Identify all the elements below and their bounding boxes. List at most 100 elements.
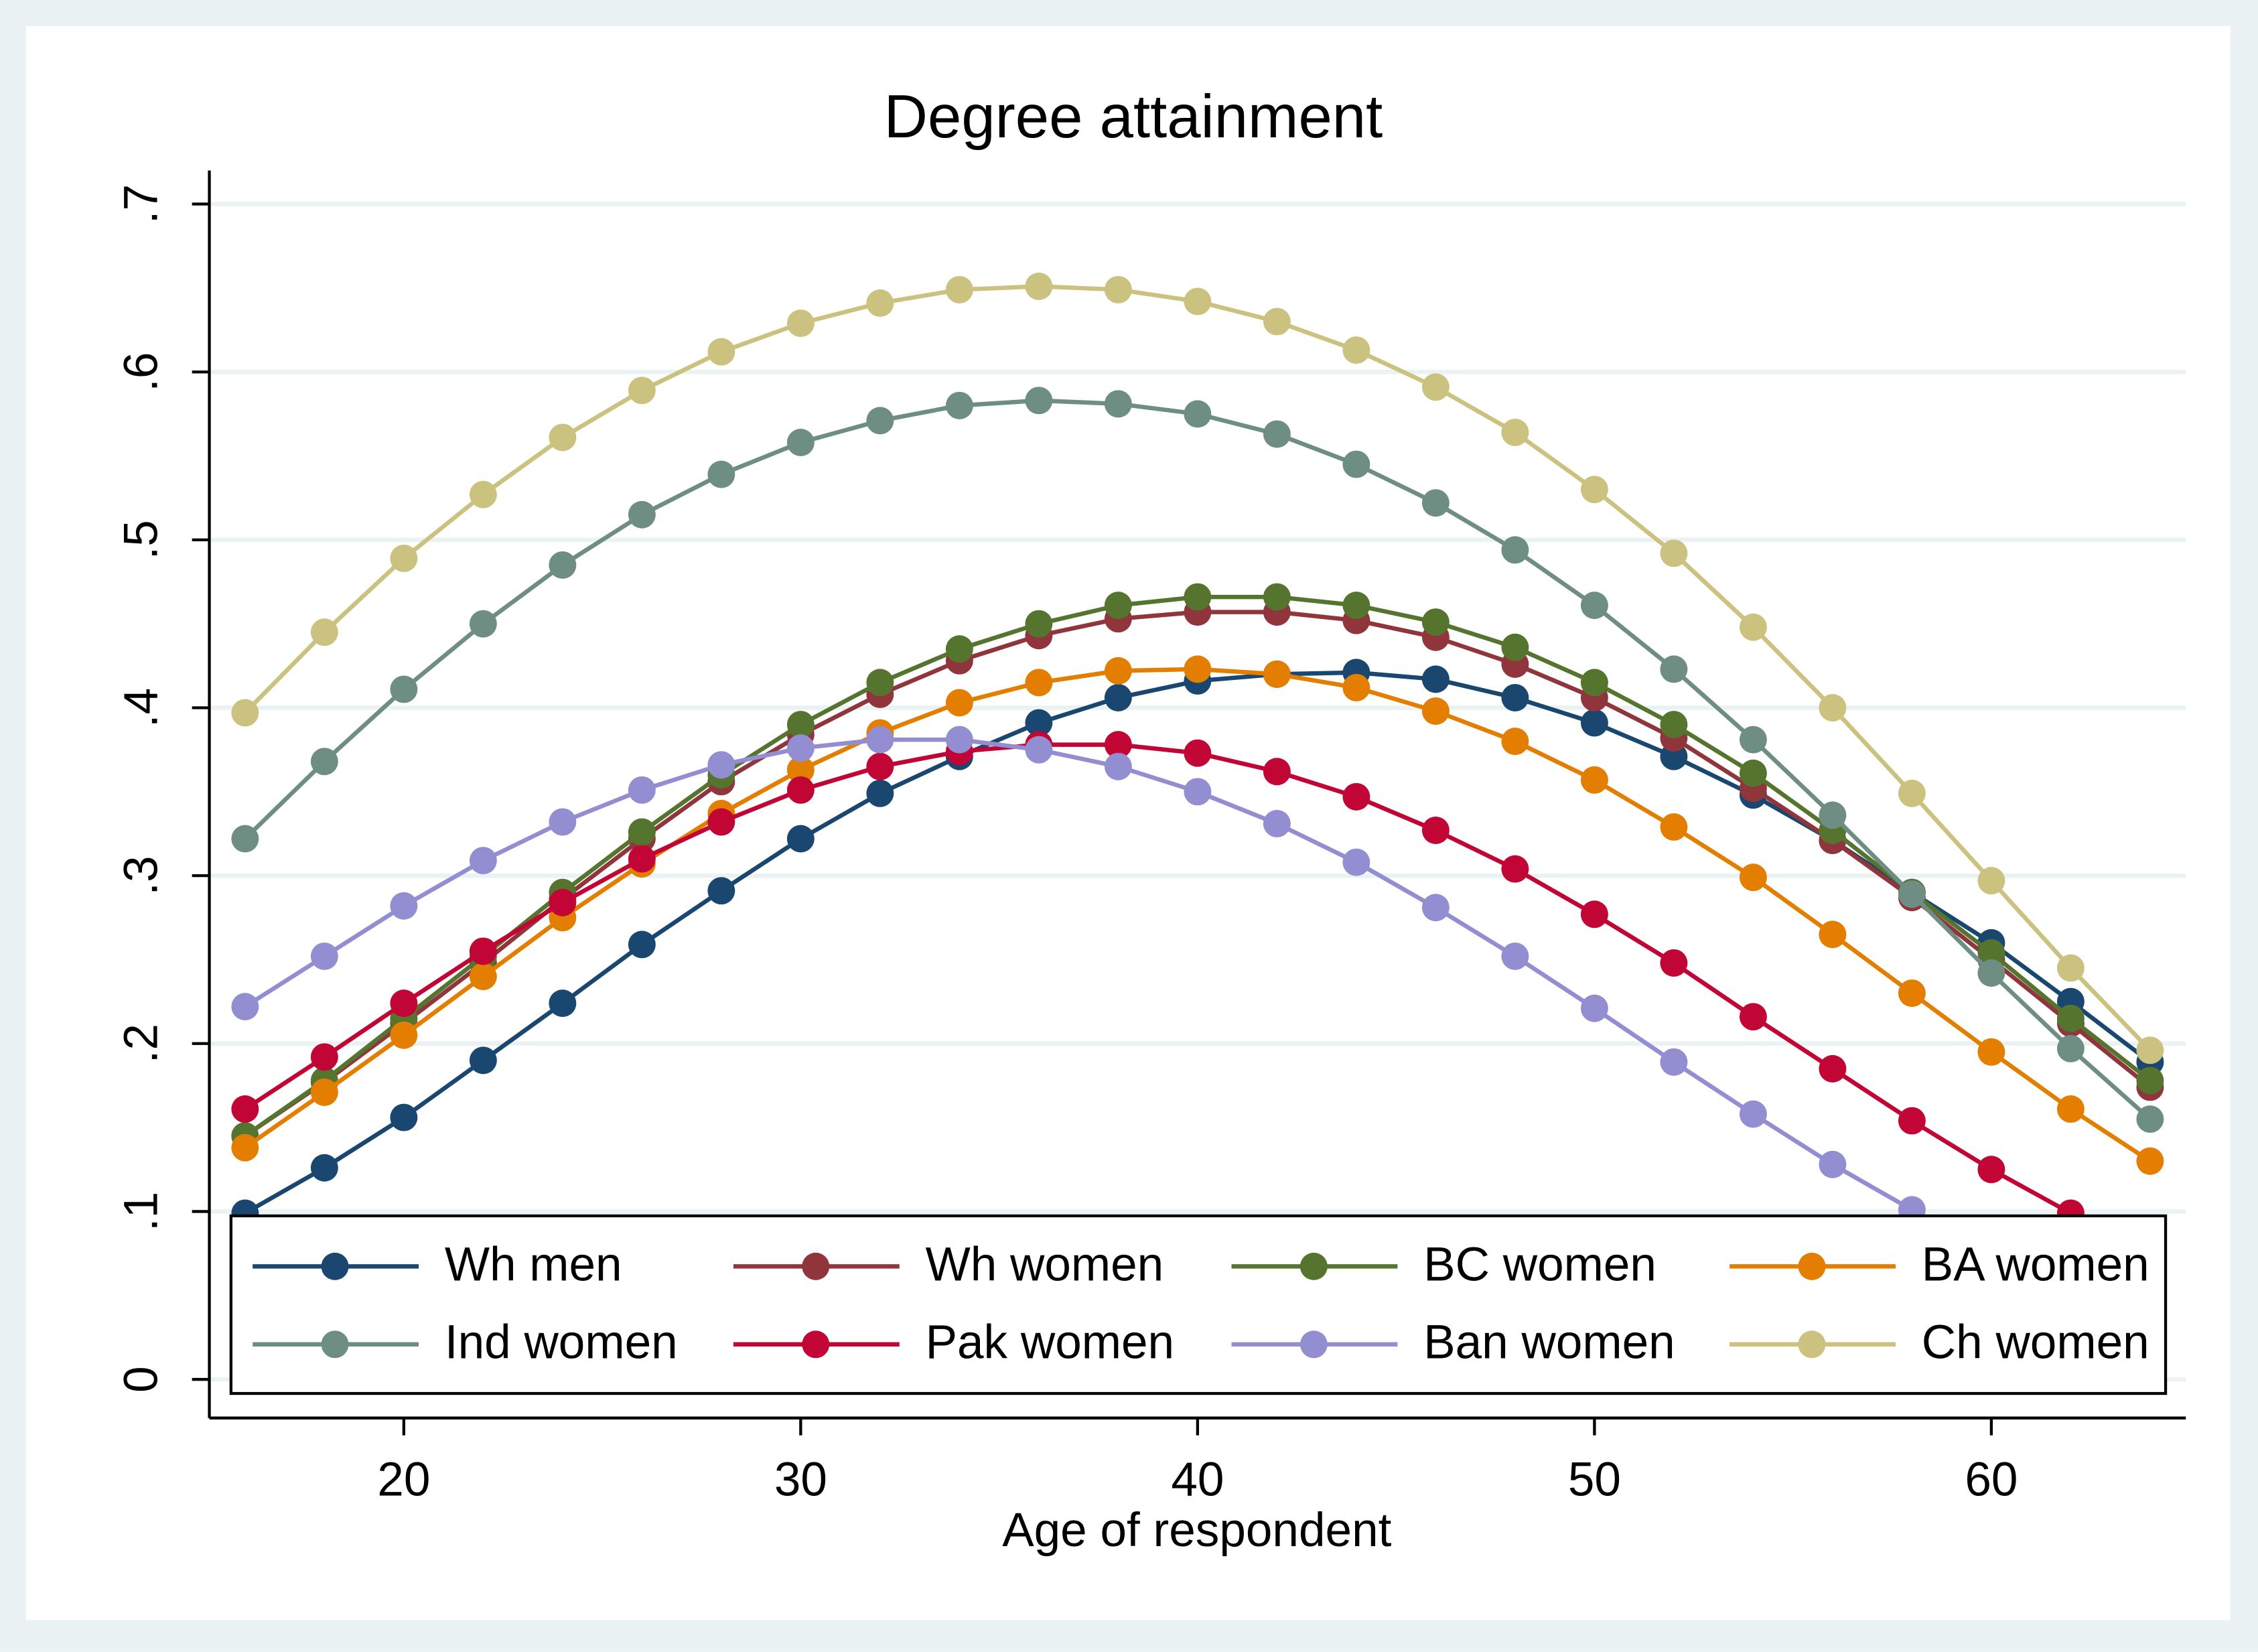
data-point — [390, 544, 418, 572]
data-point — [231, 1133, 259, 1162]
data-point — [945, 726, 973, 754]
data-point — [2136, 1105, 2164, 1133]
data-point — [1184, 400, 1212, 428]
data-point — [628, 818, 656, 846]
data-point — [1263, 583, 1291, 611]
data-point — [1263, 758, 1291, 786]
data-point — [1501, 942, 1529, 970]
data-point — [1342, 673, 1370, 701]
data-point — [231, 993, 259, 1021]
legend-label: Ban women — [1423, 1316, 1675, 1369]
data-point — [1580, 900, 1608, 928]
y-tick-label: 0 — [115, 1366, 167, 1393]
data-point — [2056, 1034, 2085, 1062]
x-tick-label: 20 — [377, 1453, 430, 1506]
data-point — [1660, 813, 1688, 841]
data-point — [469, 610, 497, 638]
y-tick-label: .6 — [115, 352, 167, 392]
data-point — [231, 699, 259, 727]
y-tick-label: .1 — [115, 1192, 167, 1231]
y-tick-label: .3 — [115, 855, 167, 895]
data-point — [1819, 1054, 1847, 1083]
data-point — [310, 618, 338, 646]
data-point — [1104, 275, 1132, 303]
ticks: 0 .1 .2 .3 .4 .5 .6 .7 20 30 40 50 60 — [115, 184, 2018, 1507]
data-point — [1501, 418, 1529, 446]
data-point — [866, 669, 894, 697]
data-point — [390, 989, 418, 1018]
data-point — [390, 1021, 418, 1049]
data-point — [1104, 592, 1132, 620]
data-point — [1580, 476, 1608, 504]
grid — [209, 202, 2186, 1382]
data-point — [1104, 657, 1132, 685]
data-point — [786, 309, 815, 338]
plot-lines — [231, 272, 2164, 1348]
data-point — [1263, 307, 1291, 336]
data-point — [1739, 759, 1767, 787]
data-point — [1342, 848, 1370, 876]
legend-swatch-marker — [1299, 1252, 1328, 1280]
data-point — [1104, 683, 1132, 711]
data-point — [1977, 1156, 2005, 1184]
data-point — [1342, 782, 1370, 811]
legend-swatch-marker — [1299, 1330, 1328, 1359]
legend-label: Pak women — [926, 1316, 1175, 1369]
data-point — [1660, 711, 1688, 739]
legend-swatch-marker — [802, 1330, 830, 1359]
data-point — [2136, 1036, 2164, 1064]
data-point — [1501, 633, 1529, 661]
data-point — [866, 779, 894, 807]
data-point — [1421, 373, 1450, 401]
legend-label: BA women — [1922, 1238, 2149, 1291]
data-point — [1977, 939, 2005, 967]
data-point — [2056, 1095, 2085, 1123]
data-point — [1342, 592, 1370, 620]
data-point — [1819, 920, 1847, 949]
data-point — [1977, 959, 2005, 987]
data-point — [2056, 954, 2085, 982]
data-point — [707, 338, 735, 366]
data-point — [1898, 1107, 1926, 1135]
data-point — [866, 289, 894, 317]
data-point — [231, 825, 259, 853]
data-point — [1184, 655, 1212, 683]
data-point — [628, 500, 656, 529]
data-point — [1501, 855, 1529, 883]
data-point — [786, 734, 815, 762]
data-point — [310, 748, 338, 776]
data-point — [707, 877, 735, 905]
data-point — [786, 776, 815, 804]
data-point — [1660, 655, 1688, 683]
data-point — [1739, 613, 1767, 641]
data-point — [1263, 809, 1291, 837]
data-point — [1580, 709, 1608, 737]
data-point — [1898, 880, 1926, 908]
data-point — [549, 888, 577, 916]
data-point — [945, 275, 973, 303]
data-point — [390, 892, 418, 920]
data-point — [1580, 592, 1608, 620]
data-point — [1184, 739, 1212, 767]
data-point — [1421, 489, 1450, 517]
data-point — [628, 931, 656, 959]
data-point — [1184, 778, 1212, 806]
data-point — [1739, 1003, 1767, 1031]
data-point — [469, 963, 497, 990]
data-point — [1025, 709, 1053, 737]
data-point — [469, 1046, 497, 1075]
data-point — [1421, 608, 1450, 636]
legend-label: Wh men — [445, 1238, 622, 1291]
y-tick-label: .7 — [115, 184, 167, 224]
data-point — [549, 551, 577, 579]
data-point — [390, 1103, 418, 1131]
data-point — [1025, 387, 1053, 415]
y-tick-label: .2 — [115, 1024, 167, 1063]
data-point — [786, 756, 815, 784]
data-point — [707, 460, 735, 488]
data-point — [628, 776, 656, 804]
data-point — [1739, 864, 1767, 892]
x-tick-label: 30 — [774, 1453, 827, 1506]
data-point — [1660, 1048, 1688, 1076]
